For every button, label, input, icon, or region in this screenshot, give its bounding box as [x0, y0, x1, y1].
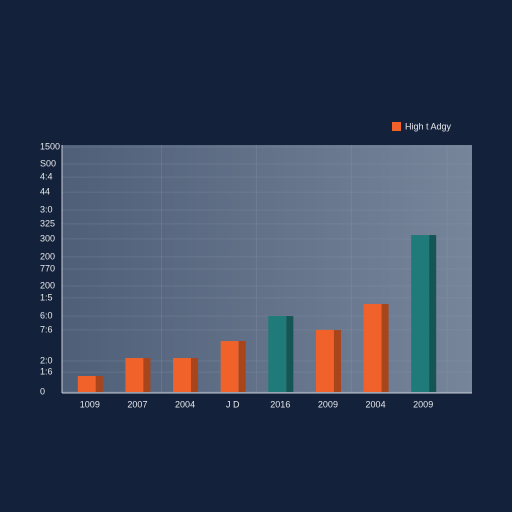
bar — [173, 358, 192, 392]
y-tick-label: 300 — [40, 233, 55, 243]
y-tick-label: 44 — [40, 186, 50, 196]
legend-swatch — [392, 122, 401, 131]
x-tick-label: 1009 — [80, 399, 100, 409]
y-tick-label: 1:6 — [40, 366, 53, 376]
x-tick-label: J D — [226, 399, 240, 409]
x-tick-label: 2004 — [366, 399, 386, 409]
bar — [315, 329, 334, 392]
bar — [363, 303, 382, 392]
y-tick-label: 6:0 — [40, 310, 53, 320]
y-tick-label: 4:4 — [40, 171, 53, 181]
y-tick-label: 7:6 — [40, 324, 53, 334]
y-tick-label: 1:5 — [40, 292, 53, 302]
bar — [77, 375, 96, 392]
bar-side — [95, 375, 103, 392]
bar — [268, 316, 287, 392]
bar-side — [333, 329, 341, 392]
x-tick-label: 2004 — [175, 399, 195, 409]
y-tick-label: 1500 — [40, 141, 60, 151]
y-tick-label: 0 — [40, 386, 45, 396]
x-tick-label: 2009 — [318, 399, 338, 409]
bar — [411, 235, 430, 392]
x-tick-label: 2016 — [270, 399, 290, 409]
y-tick-label: 2:0 — [40, 355, 53, 365]
legend-label: High t Adgy — [405, 121, 452, 131]
bar — [125, 358, 144, 392]
y-tick-label: 200 — [40, 280, 55, 290]
y-tick-label: 3:0 — [40, 204, 53, 214]
bar-side — [143, 358, 151, 392]
y-tick-label: S00 — [40, 158, 56, 168]
y-tick-label: 200 — [40, 251, 55, 261]
bar-side — [429, 235, 437, 392]
bar-side — [191, 358, 199, 392]
x-tick-label: 2009 — [413, 399, 433, 409]
y-tick-label: 770 — [40, 263, 55, 273]
bar-side — [238, 341, 246, 392]
y-tick-label: 325 — [40, 218, 55, 228]
bar — [220, 341, 239, 392]
bar-side — [286, 316, 294, 392]
x-tick-label: 2007 — [127, 399, 147, 409]
bar-side — [381, 303, 389, 392]
